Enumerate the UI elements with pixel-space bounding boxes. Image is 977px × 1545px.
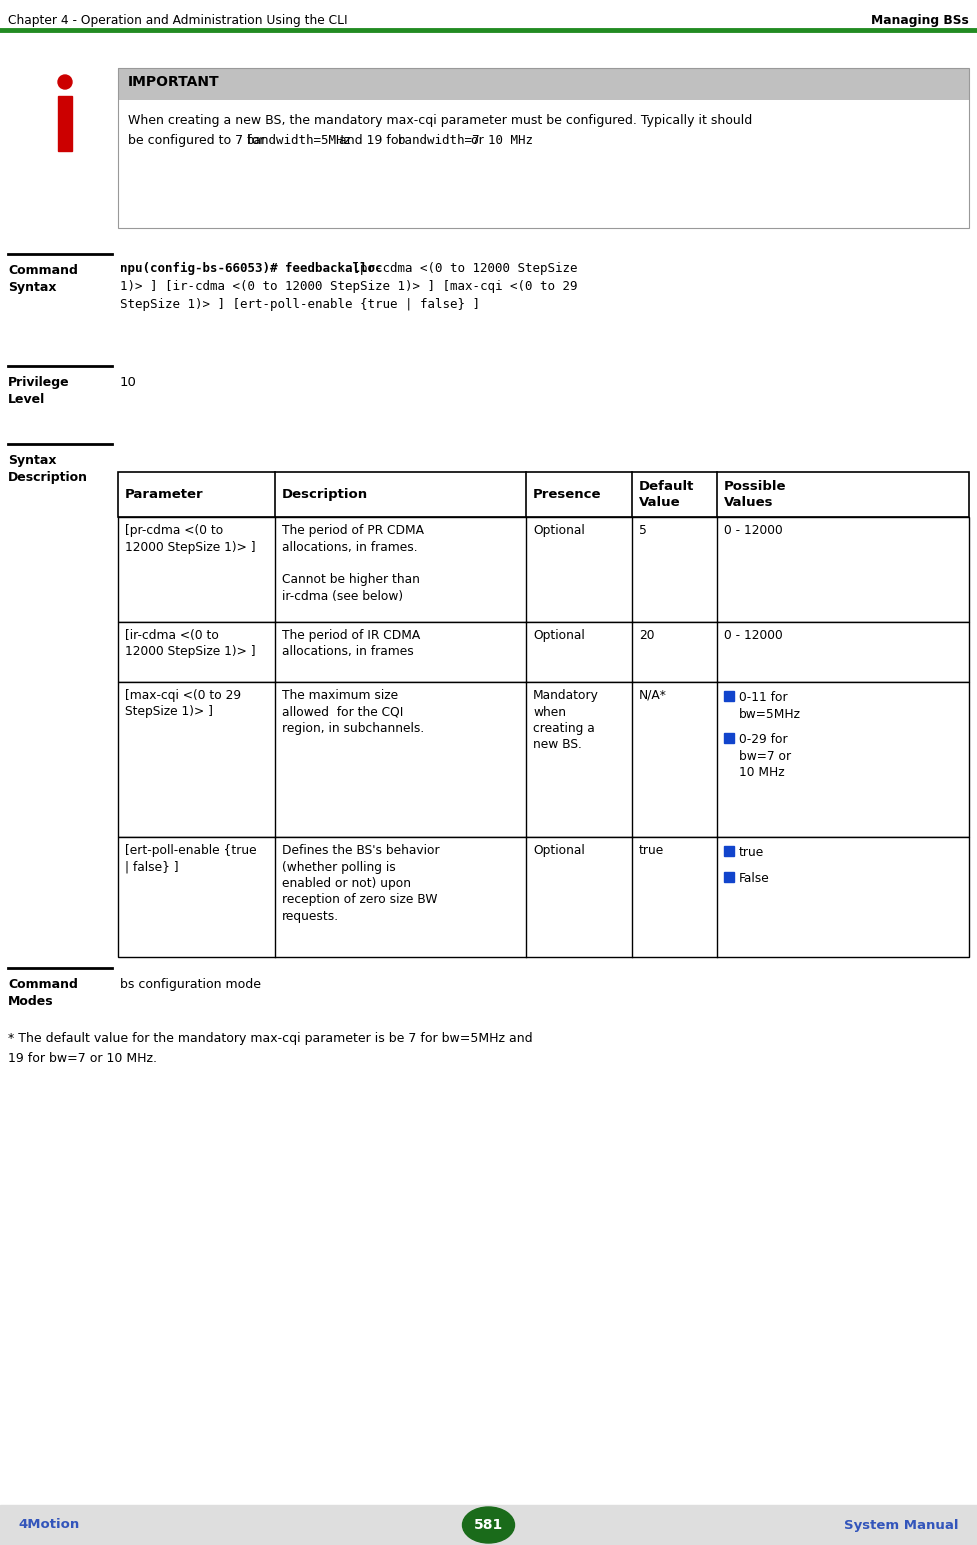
Text: 20: 20: [639, 629, 655, 643]
FancyBboxPatch shape: [118, 837, 969, 956]
Text: [ert-poll-enable {true
| false} ]: [ert-poll-enable {true | false} ]: [125, 844, 257, 873]
FancyBboxPatch shape: [118, 473, 969, 518]
FancyBboxPatch shape: [118, 518, 969, 623]
Text: N/A*: N/A*: [639, 689, 667, 701]
Text: Optional: Optional: [533, 524, 585, 538]
Text: Syntax
Description: Syntax Description: [8, 454, 88, 484]
Text: [max-cqi <(0 to 29
StepSize 1)> ]: [max-cqi <(0 to 29 StepSize 1)> ]: [125, 689, 241, 718]
Text: Defines the BS's behavior
(whether polling is
enabled or not) upon
reception of : Defines the BS's behavior (whether polli…: [282, 844, 440, 922]
Text: False: False: [739, 871, 770, 885]
Text: The period of IR CDMA
allocations, in frames: The period of IR CDMA allocations, in fr…: [282, 629, 420, 658]
Text: System Manual: System Manual: [844, 1519, 959, 1531]
Text: bs configuration mode: bs configuration mode: [120, 978, 261, 990]
Text: true: true: [639, 844, 664, 857]
Text: 0-11 for
bw=5MHz: 0-11 for bw=5MHz: [739, 691, 801, 720]
Text: The maximum size
allowed  for the CQI
region, in subchannels.: The maximum size allowed for the CQI reg…: [282, 689, 424, 735]
Text: Command
Modes: Command Modes: [8, 978, 78, 1007]
Text: bandwidth=7: bandwidth=7: [398, 134, 480, 147]
Bar: [724, 847, 734, 856]
Text: 1)> ] [ir-cdma <(0 to 12000 StepSize 1)> ] [max-cqi <(0 to 29: 1)> ] [ir-cdma <(0 to 12000 StepSize 1)>…: [120, 280, 577, 294]
Ellipse shape: [58, 76, 72, 90]
Text: [pr-cdma <(0 to 12000 StepSize: [pr-cdma <(0 to 12000 StepSize: [345, 263, 577, 275]
Text: Description: Description: [282, 488, 368, 501]
Text: be configured to 7 for: be configured to 7 for: [128, 134, 269, 147]
Bar: [0, 1505, 977, 1545]
Text: Optional: Optional: [533, 844, 585, 857]
Text: true: true: [739, 847, 764, 859]
Text: 0-29 for
bw=7 or
10 MHz: 0-29 for bw=7 or 10 MHz: [739, 732, 791, 779]
Text: When creating a new BS, the mandatory max-cqi parameter must be configured. Typi: When creating a new BS, the mandatory ma…: [128, 114, 752, 127]
Text: or: or: [467, 134, 488, 147]
Text: .: .: [526, 134, 530, 147]
Text: 0 - 12000: 0 - 12000: [724, 629, 783, 643]
Text: Default
Value: Default Value: [639, 480, 695, 508]
Text: [pr-cdma <(0 to
12000 StepSize 1)> ]: [pr-cdma <(0 to 12000 StepSize 1)> ]: [125, 524, 256, 553]
Text: Presence: Presence: [533, 488, 602, 501]
Text: 10 MHz: 10 MHz: [488, 134, 532, 147]
Bar: [58, 96, 72, 151]
Text: Command
Syntax: Command Syntax: [8, 264, 78, 294]
Text: and 19 for: and 19 for: [335, 134, 408, 147]
Text: Chapter 4 - Operation and Administration Using the CLI: Chapter 4 - Operation and Administration…: [8, 14, 348, 26]
Text: StepSize 1)> ] [ert-poll-enable {true | false} ]: StepSize 1)> ] [ert-poll-enable {true | …: [120, 298, 480, 311]
Bar: [724, 871, 734, 882]
Ellipse shape: [462, 1506, 515, 1543]
Text: 0 - 12000: 0 - 12000: [724, 524, 783, 538]
Text: Managing BSs: Managing BSs: [871, 14, 969, 26]
Text: npu(config-bs-66053)# feedbackalloc: npu(config-bs-66053)# feedbackalloc: [120, 263, 383, 275]
FancyBboxPatch shape: [118, 681, 969, 837]
Bar: [724, 691, 734, 701]
Text: 5: 5: [639, 524, 647, 538]
Bar: [724, 732, 734, 743]
Text: [ir-cdma <(0 to
12000 StepSize 1)> ]: [ir-cdma <(0 to 12000 StepSize 1)> ]: [125, 629, 256, 658]
Text: Mandatory
when
creating a
new BS.: Mandatory when creating a new BS.: [533, 689, 599, 751]
Text: Parameter: Parameter: [125, 488, 203, 501]
Text: Privilege
Level: Privilege Level: [8, 375, 69, 406]
Text: 10: 10: [120, 375, 137, 389]
Text: bandwidth=5MHz: bandwidth=5MHz: [247, 134, 352, 147]
Text: IMPORTANT: IMPORTANT: [128, 76, 220, 90]
Text: Possible
Values: Possible Values: [724, 480, 786, 508]
Text: The period of PR CDMA
allocations, in frames.

Cannot be higher than
ir-cdma (se: The period of PR CDMA allocations, in fr…: [282, 524, 424, 603]
Text: * The default value for the mandatory max-cqi parameter is be 7 for bw=5MHz and: * The default value for the mandatory ma…: [8, 1032, 532, 1044]
Text: Optional: Optional: [533, 629, 585, 643]
FancyBboxPatch shape: [118, 623, 969, 681]
Text: 581: 581: [474, 1519, 503, 1533]
Text: 19 for bw=7 or 10 MHz.: 19 for bw=7 or 10 MHz.: [8, 1052, 157, 1065]
FancyBboxPatch shape: [118, 68, 969, 100]
Text: 4Motion: 4Motion: [18, 1519, 79, 1531]
